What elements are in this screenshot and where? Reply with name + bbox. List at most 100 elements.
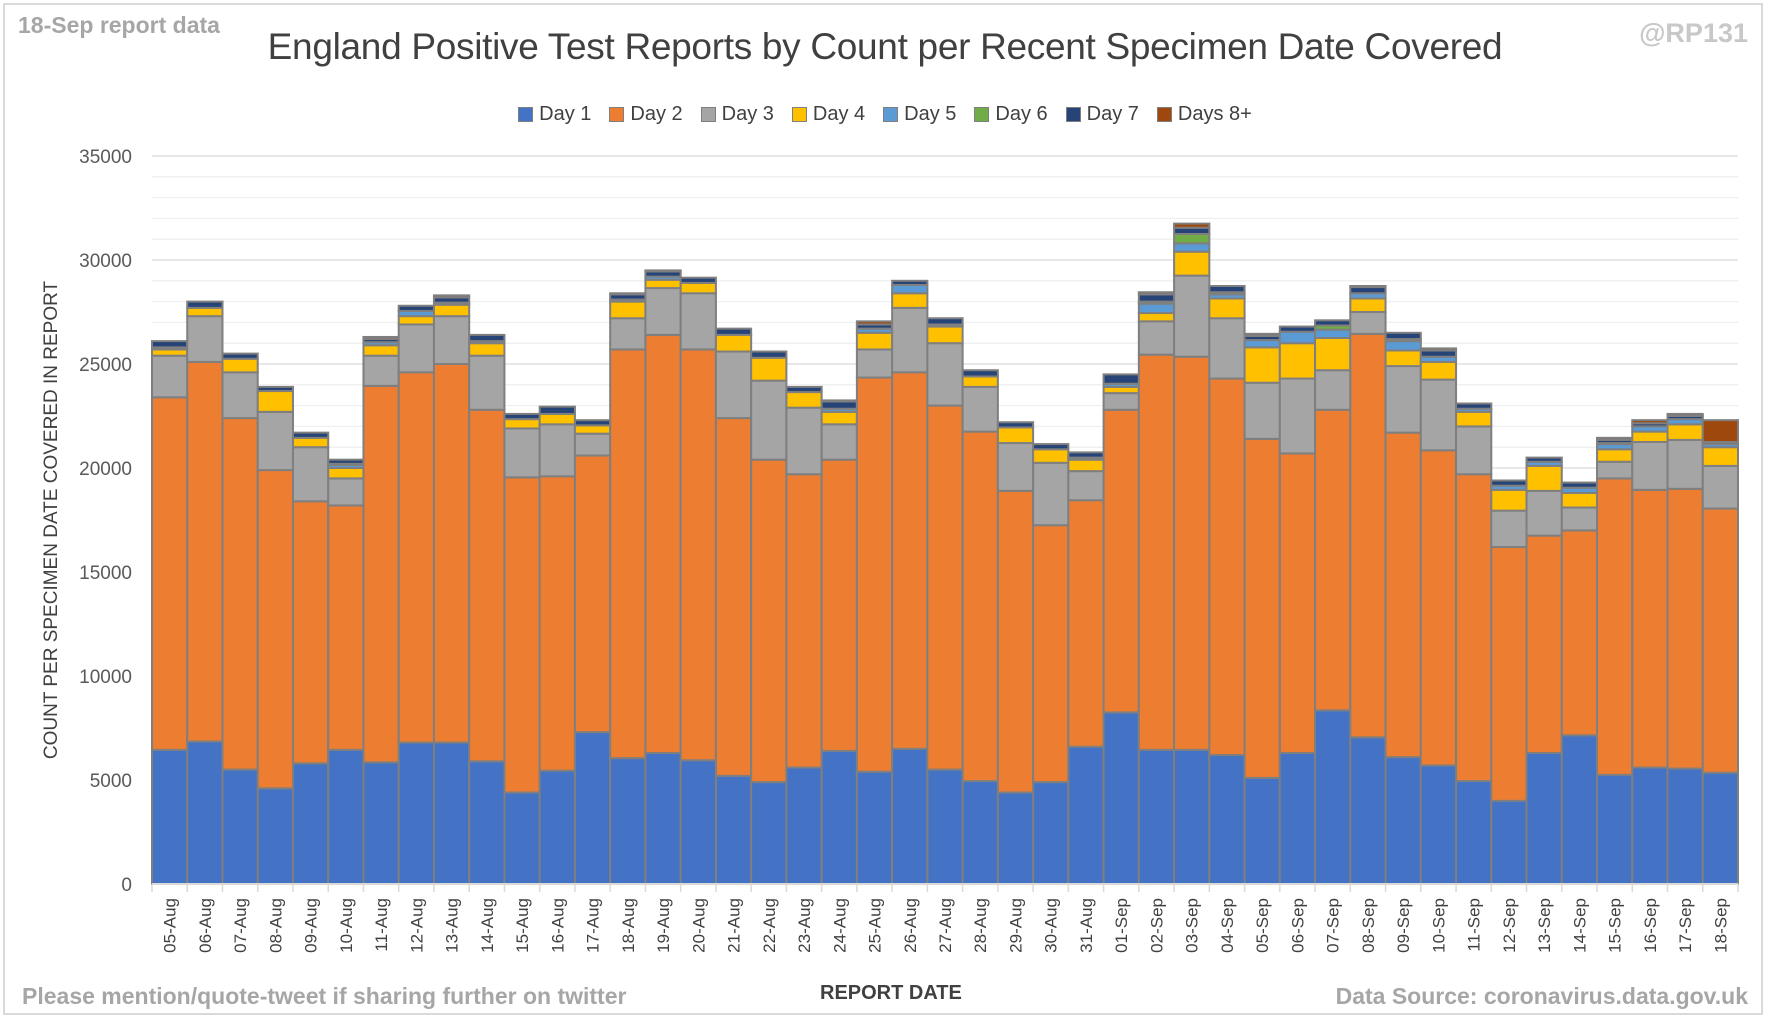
bar-segment-day-2 [644,333,682,754]
bar-segment-day-3 [1278,377,1317,455]
bar-segment-day-3 [432,315,471,366]
x-tick-label: 05-Aug [161,898,180,953]
bar-segment-day-1 [503,791,541,885]
x-tick-label: 27-Aug [936,898,955,953]
bar-segment-day-3 [573,432,612,457]
bar-segment-day-3 [1032,461,1070,527]
bar-segment-day-4 [1419,360,1458,381]
bar-segment-day-1 [926,768,964,885]
x-tick-label: 12-Sep [1500,898,1519,953]
bar-segment-day-5 [1243,339,1281,349]
bar-segment-days-8- [1701,419,1740,444]
bar-segment-days-8- [1631,419,1669,425]
bar-segment-day-1 [538,769,576,886]
bar-segment-day-1 [1243,776,1281,885]
bar-segment-day-2 [855,376,894,773]
legend-label: Day 2 [630,103,683,125]
legend-swatch [883,107,899,122]
bar-segment-day-1 [1596,773,1634,885]
bar-segment-day-7 [1455,402,1493,410]
bar-segment-day-2 [785,473,823,769]
bar-segment-day-1 [432,741,471,885]
bar-segment-day-7 [1314,319,1352,327]
x-tick-label: 14-Aug [478,898,497,953]
bar-segment-day-3 [468,354,506,411]
bar-segment-day-4 [714,333,753,353]
bar-segment-day-7 [221,352,259,360]
bar-segment-day-4 [291,436,330,449]
bar-segment-day-2 [820,458,858,752]
bar-segment-day-2 [538,475,576,772]
bar-segment-day-3 [397,323,435,374]
bar-segment-day-3 [362,354,400,387]
bar-segment-day-3 [186,315,224,363]
legend-swatch [609,107,625,122]
legend-label: Day 3 [721,103,774,125]
bar-segment-day-2 [468,408,506,763]
x-tick-label: 03-Sep [1183,898,1202,953]
bar-segment-day-4 [1278,342,1317,380]
bar-segment-day-4 [1032,448,1070,464]
bar-segment-days-8- [855,320,894,326]
bar-segment-day-7 [785,385,823,394]
bar-segment-day-3 [503,427,541,479]
x-tick-label: 23-Aug [795,898,814,953]
bar-segment-day-4 [679,281,717,295]
x-tick-label: 13-Aug [443,898,462,953]
bar-segment-day-2 [1525,534,1563,754]
legend-item: Day 7 [1065,103,1139,126]
bar-segment-day-5 [1173,242,1211,253]
x-tick-label: 15-Aug [513,898,532,953]
bar-segment-day-1 [1490,799,1528,885]
bar-segment-day-7 [573,419,612,427]
x-tick-label: 25-Aug [866,898,885,953]
bar-segment-day-4 [644,278,682,290]
bar-segment-day-1 [820,749,858,885]
bar-segment-day-1 [609,757,647,885]
bar-segment-day-7 [1560,481,1599,489]
bar-segment-day-1 [785,766,823,886]
x-axis-title: REPORT DATE [820,982,962,1004]
bar-segment-day-4 [1384,349,1422,368]
bar-segment-day-4 [538,412,576,426]
bar-segment-day-1 [397,741,435,885]
bar-segment-day-4 [221,357,259,374]
legend-item: Days 8+ [1156,103,1252,126]
bar-segment-day-3 [609,317,647,351]
bar-segment-day-1 [1419,764,1458,885]
bar-segment-day-4 [1349,297,1387,314]
x-tick-label: 28-Aug [971,898,990,953]
bar-segment-day-4 [573,424,612,435]
bar-segment-day-6 [1173,233,1211,245]
bar-segment-day-2 [1631,488,1669,769]
bar-segment-day-3 [961,385,999,433]
x-tick-label: 02-Sep [1147,898,1166,953]
bar-segment-day-3 [1490,509,1528,549]
bar-segment-day-4 [397,315,435,326]
bar-segment-day-3 [644,287,682,336]
x-tick-label: 21-Aug [725,898,744,953]
legend-label: Day 1 [539,103,592,125]
bar-segment-day-1 [996,791,1035,885]
data-source-note: Data Source: coronavirus.data.gov.uk [1335,983,1748,1009]
y-tick-label: 25000 [79,355,132,376]
bar-segment-day-7 [1490,479,1528,487]
bar-segment-day-7 [327,458,365,465]
x-tick-label: 18-Aug [619,898,638,953]
bar-segment-day-4 [820,410,858,426]
bar-segment-day-3 [1701,464,1740,510]
bar-segment-day-2 [291,500,330,765]
bar-segment-day-5 [1137,302,1176,315]
bar-segment-day-7 [714,327,753,336]
bar-segment-day-4 [327,467,365,480]
legend-swatch [791,107,807,122]
bar-segment-day-3 [327,477,365,507]
bar-segment-day-1 [679,759,717,885]
bar-segment-day-2 [1560,529,1599,737]
bar-segment-day-2 [1701,507,1740,774]
bar-segment-day-1 [291,762,330,885]
bar-segment-day-2 [503,476,541,794]
bar-segment-day-3 [1243,381,1281,440]
y-tick-label: 5000 [90,771,132,792]
bar-segment-day-1 [1173,748,1211,886]
